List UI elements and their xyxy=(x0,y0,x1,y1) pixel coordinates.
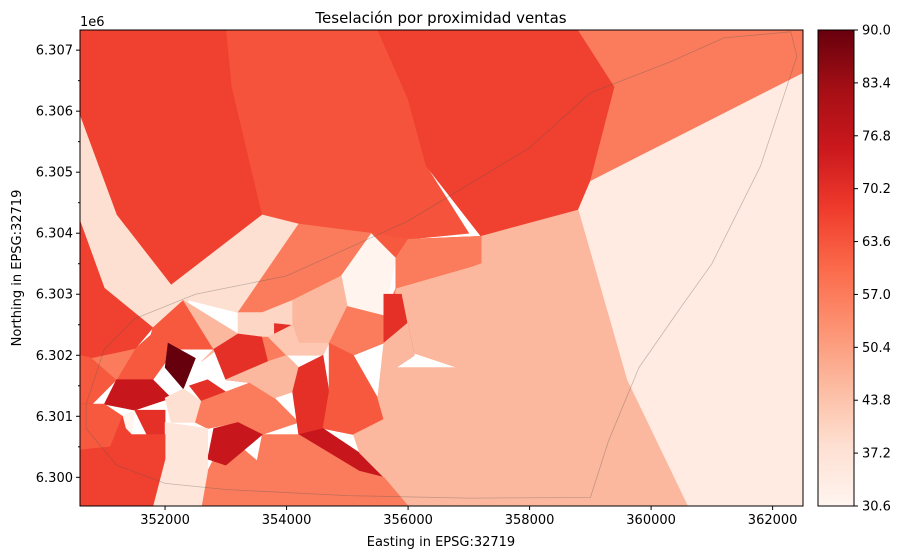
x-tick-label: 358000 xyxy=(505,513,555,528)
colorbar-tick-label: 50.4 xyxy=(862,341,891,356)
colorbar-tick-label: 76.8 xyxy=(862,129,891,144)
colorbar-tick-label: 43.8 xyxy=(862,394,891,409)
colorbar-tick-label: 90.0 xyxy=(862,24,891,39)
x-tick-label: 360000 xyxy=(626,513,676,528)
voronoi-cell xyxy=(395,235,482,289)
study-area-boundary xyxy=(85,31,798,499)
colorbar-gradient xyxy=(817,29,855,507)
colorbar-ticks: 30.6 37.2 43.8 50.4 57.0 63.6 70.2 76.8 83.4 90.0 xyxy=(854,24,891,515)
colorbar-tick-label: 63.6 xyxy=(862,235,891,250)
colorbar-tick-label: 57.0 xyxy=(862,288,891,303)
colorbar-tick-label: 70.2 xyxy=(862,182,891,197)
x-axis: 352000 354000 356000 358000 360000 362000 xyxy=(140,506,797,528)
plot-area xyxy=(80,30,803,506)
voronoi-cell xyxy=(91,348,136,381)
voronoi-regions xyxy=(80,30,803,506)
y-tick-label: 6.304 xyxy=(36,227,73,242)
voronoi-cell xyxy=(383,263,482,368)
y-axis-label: Northing in EPSG:32719 xyxy=(10,190,25,347)
voronoi-cell xyxy=(207,422,263,466)
x-tick-label: 354000 xyxy=(262,513,312,528)
y-tick-label: 6.307 xyxy=(36,44,73,59)
x-axis-label: Easting in EPSG:32719 xyxy=(367,535,515,550)
y-tick-label: 6.303 xyxy=(36,288,73,303)
plot-frame xyxy=(79,29,804,507)
y-tick-label: 6.306 xyxy=(36,105,73,120)
x-tick-label: 352000 xyxy=(140,513,190,528)
colorbar-tick-label: 37.2 xyxy=(862,447,891,462)
colorbar: 30.6 37.2 43.8 50.4 57.0 63.6 70.2 76.8 83.4 90.0 xyxy=(817,24,891,515)
y-tick-label: 6.305 xyxy=(36,166,73,181)
voronoi-cell xyxy=(255,434,409,506)
voronoi-cell xyxy=(80,415,166,506)
voronoi-cell xyxy=(353,342,500,478)
y-tick-label: 6.302 xyxy=(36,349,73,364)
colorbar-tick-label: 30.6 xyxy=(862,500,891,515)
voronoi-cell xyxy=(183,300,239,362)
colorbar-tick-label: 83.4 xyxy=(862,76,891,91)
voronoi-cell xyxy=(103,379,172,411)
y-tick-label: 6.300 xyxy=(36,471,73,486)
x-tick-label: 356000 xyxy=(383,513,433,528)
chart-title: Teselación por proximidad ventas xyxy=(314,9,566,27)
x-tick-label: 362000 xyxy=(748,513,798,528)
y-offset-label: 1e6 xyxy=(80,15,105,30)
y-axis: 6.300 6.301 6.302 6.303 6.304 6.305 6.306 6.307 xyxy=(36,44,80,486)
voronoi-cell xyxy=(80,354,117,405)
y-tick-label: 6.301 xyxy=(36,410,73,425)
